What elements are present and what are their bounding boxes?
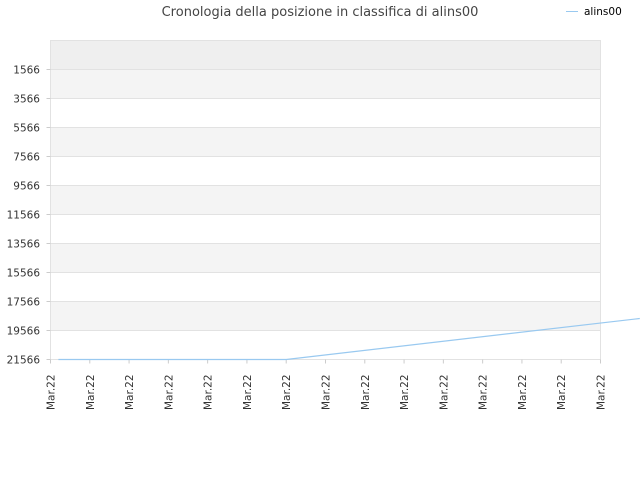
grid-bands xyxy=(50,40,601,360)
y-tick-label: 21566 xyxy=(7,355,41,367)
x-tick-label: Mar.22 xyxy=(321,374,333,410)
x-tick-label: Mar.22 xyxy=(163,374,175,410)
x-tick-label: Mar.22 xyxy=(596,374,608,410)
x-tick-label: Mar.22 xyxy=(85,374,97,410)
x-axis: Mar.22 Mar.22 Mar.22 Mar.22 Mar.22 Mar.22 Mar.… xyxy=(46,359,608,410)
legend-swatch xyxy=(566,10,578,12)
y-tick-label: 5566 xyxy=(13,123,40,135)
grid-band xyxy=(50,185,601,215)
y-tick-label: 11566 xyxy=(7,210,41,222)
x-tick-label: Mar.22 xyxy=(478,374,490,410)
x-tick-label: Mar.22 xyxy=(360,374,372,410)
legend-label: alins00 xyxy=(584,6,622,18)
y-tick-label: 7566 xyxy=(13,152,40,164)
series-line xyxy=(58,317,640,361)
series-group xyxy=(58,317,640,361)
grid-band xyxy=(50,127,601,157)
y-tick-label: 17566 xyxy=(7,297,41,309)
grid-band xyxy=(50,301,601,331)
y-tick-label: 15566 xyxy=(7,268,41,280)
x-tick-label: Mar.22 xyxy=(46,374,58,410)
legend: alins00 xyxy=(566,6,622,18)
x-tick-label: Mar.22 xyxy=(517,374,529,410)
x-tick-label: Mar.22 xyxy=(556,374,568,410)
y-axis: 1566 3566 5566 7566 9566 11566 13566 15566 17566… xyxy=(7,65,51,367)
x-tick-label: Mar.22 xyxy=(399,374,411,410)
grid-band xyxy=(50,214,601,244)
grid-band xyxy=(50,156,601,186)
y-tick-label: 1566 xyxy=(13,65,40,77)
grid-band xyxy=(50,98,601,128)
x-tick-label: Mar.22 xyxy=(242,374,254,410)
x-tick-label: Mar.22 xyxy=(438,374,450,410)
grid-band xyxy=(50,40,601,70)
y-tick-label: 13566 xyxy=(7,239,41,251)
y-tick-label: 3566 xyxy=(13,94,40,106)
x-tick-label: Mar.22 xyxy=(203,374,215,410)
x-tick-label: Mar.22 xyxy=(281,374,293,410)
y-tick-label: 19566 xyxy=(7,326,41,338)
x-tick-label: Mar.22 xyxy=(124,374,136,410)
grid-band xyxy=(50,272,601,302)
grid-band xyxy=(50,69,601,99)
chart-title: Cronologia della posizione in classifica… xyxy=(161,5,479,20)
y-tick-label: 9566 xyxy=(13,181,40,193)
grid-band xyxy=(50,243,601,273)
